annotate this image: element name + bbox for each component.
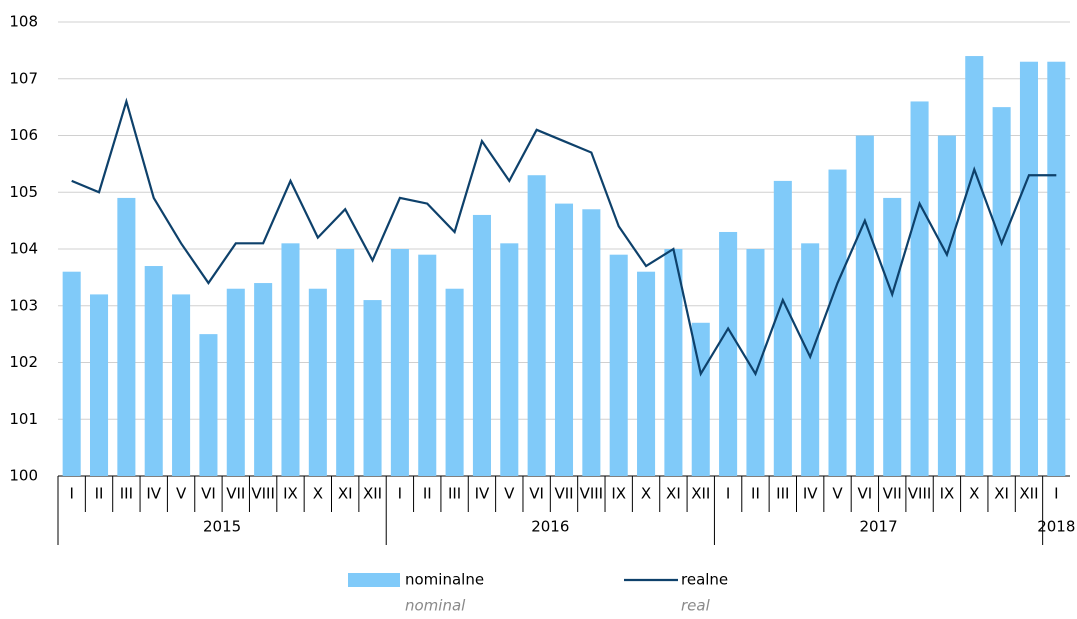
x-tick-label: IV xyxy=(146,485,161,503)
bar xyxy=(691,322,710,476)
bar xyxy=(62,271,81,476)
bar xyxy=(637,271,656,476)
bar xyxy=(226,288,245,476)
y-tick-label: 100 xyxy=(9,467,38,485)
x-tick-label: V xyxy=(176,485,187,503)
legend-label-en: real xyxy=(681,597,711,615)
bar xyxy=(773,180,792,476)
bar xyxy=(1047,61,1066,476)
x-tick-label: VII xyxy=(883,485,902,503)
bar xyxy=(554,203,574,476)
x-tick-label: III xyxy=(120,485,133,503)
bar xyxy=(281,243,300,476)
y-tick-label: 102 xyxy=(9,353,38,371)
x-tick-label: XI xyxy=(338,485,353,503)
x-tick-label: V xyxy=(832,485,843,503)
y-tick-label: 108 xyxy=(9,13,38,31)
bar xyxy=(90,294,109,476)
bar xyxy=(937,135,956,476)
bar xyxy=(445,288,464,476)
x-tick-label: II xyxy=(423,485,432,503)
x-tick-label: VI xyxy=(529,485,544,503)
bar xyxy=(582,209,601,476)
year-label: 2018 xyxy=(1037,518,1075,536)
bar xyxy=(418,254,437,476)
bar xyxy=(199,334,218,476)
bar xyxy=(472,214,491,476)
bar xyxy=(363,300,382,476)
y-tick-label: 101 xyxy=(9,410,38,428)
bar xyxy=(719,231,738,476)
x-tick-label: I xyxy=(726,485,730,503)
bar xyxy=(172,294,191,476)
x-tick-label: VIII xyxy=(251,485,275,503)
x-tick-label: VII xyxy=(554,485,573,503)
x-tick-label: V xyxy=(504,485,515,503)
line xyxy=(71,97,1057,377)
x-tick-label: X xyxy=(641,485,651,503)
x-tick-label: IV xyxy=(475,485,490,503)
x-tick-label: VIII xyxy=(908,485,932,503)
bar xyxy=(144,266,163,476)
bar xyxy=(308,288,327,476)
y-tick-label: 104 xyxy=(9,240,38,258)
year-label: 2016 xyxy=(531,518,569,536)
bar xyxy=(910,101,929,476)
x-tick-label: I xyxy=(398,485,402,503)
x-tick-label: VII xyxy=(226,485,245,503)
x-tick-label: VI xyxy=(201,485,216,503)
bar xyxy=(801,243,820,476)
x-tick-label: II xyxy=(751,485,760,503)
y-tick-label: 106 xyxy=(9,126,38,144)
bar xyxy=(117,197,136,477)
bar xyxy=(336,249,355,476)
x-tick-label: XI xyxy=(994,485,1009,503)
bar xyxy=(992,107,1011,476)
x-tick-label: IX xyxy=(283,485,298,503)
x-tick-label: XII xyxy=(1019,485,1038,503)
year-label: 2015 xyxy=(203,518,241,536)
x-tick-label: XII xyxy=(691,485,710,503)
legend-label: nominalne xyxy=(405,571,484,589)
legend-label-en: nominal xyxy=(405,597,466,615)
y-tick-label: 105 xyxy=(9,183,38,201)
bar xyxy=(609,254,628,476)
x-tick-label: III xyxy=(448,485,461,503)
bar xyxy=(527,175,546,476)
x-tick-label: XII xyxy=(363,485,382,503)
bar xyxy=(746,249,765,476)
x-tick-label: II xyxy=(95,485,104,503)
bar xyxy=(664,249,683,476)
bar xyxy=(254,283,273,476)
bar xyxy=(965,56,984,477)
bar xyxy=(883,197,902,477)
x-tick-label: IV xyxy=(803,485,818,503)
x-tick-label: X xyxy=(313,485,323,503)
bar xyxy=(828,169,847,477)
bar xyxy=(390,249,409,476)
x-tick-label: III xyxy=(776,485,789,503)
x-tick-label: IX xyxy=(611,485,626,503)
bar xyxy=(855,135,874,476)
legend-label: realne xyxy=(681,571,728,589)
x-tick-label: XI xyxy=(666,485,681,503)
x-tick-label: X xyxy=(969,485,979,503)
x-tick-label: VI xyxy=(858,485,873,503)
bar xyxy=(500,243,519,476)
x-tick-label: I xyxy=(69,485,73,503)
bar xyxy=(1019,61,1038,476)
x-tick-label: IX xyxy=(940,485,955,503)
y-tick-label: 107 xyxy=(9,69,38,87)
x-tick-label: VIII xyxy=(580,485,604,503)
y-tick-label: 103 xyxy=(9,296,38,314)
x-tick-label: I xyxy=(1054,485,1058,503)
year-label: 2017 xyxy=(859,518,897,536)
legend-swatch xyxy=(348,573,400,587)
